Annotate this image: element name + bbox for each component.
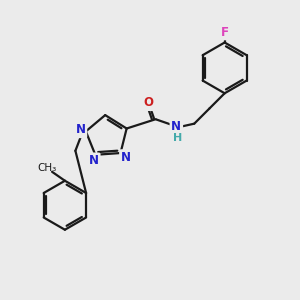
Text: F: F: [221, 26, 229, 38]
Text: O: O: [144, 96, 154, 109]
Text: H: H: [173, 133, 182, 143]
Text: N: N: [121, 151, 131, 164]
Text: N: N: [171, 120, 181, 133]
Text: CH₃: CH₃: [38, 163, 57, 173]
Text: N: N: [76, 123, 85, 136]
Text: N: N: [89, 154, 99, 167]
